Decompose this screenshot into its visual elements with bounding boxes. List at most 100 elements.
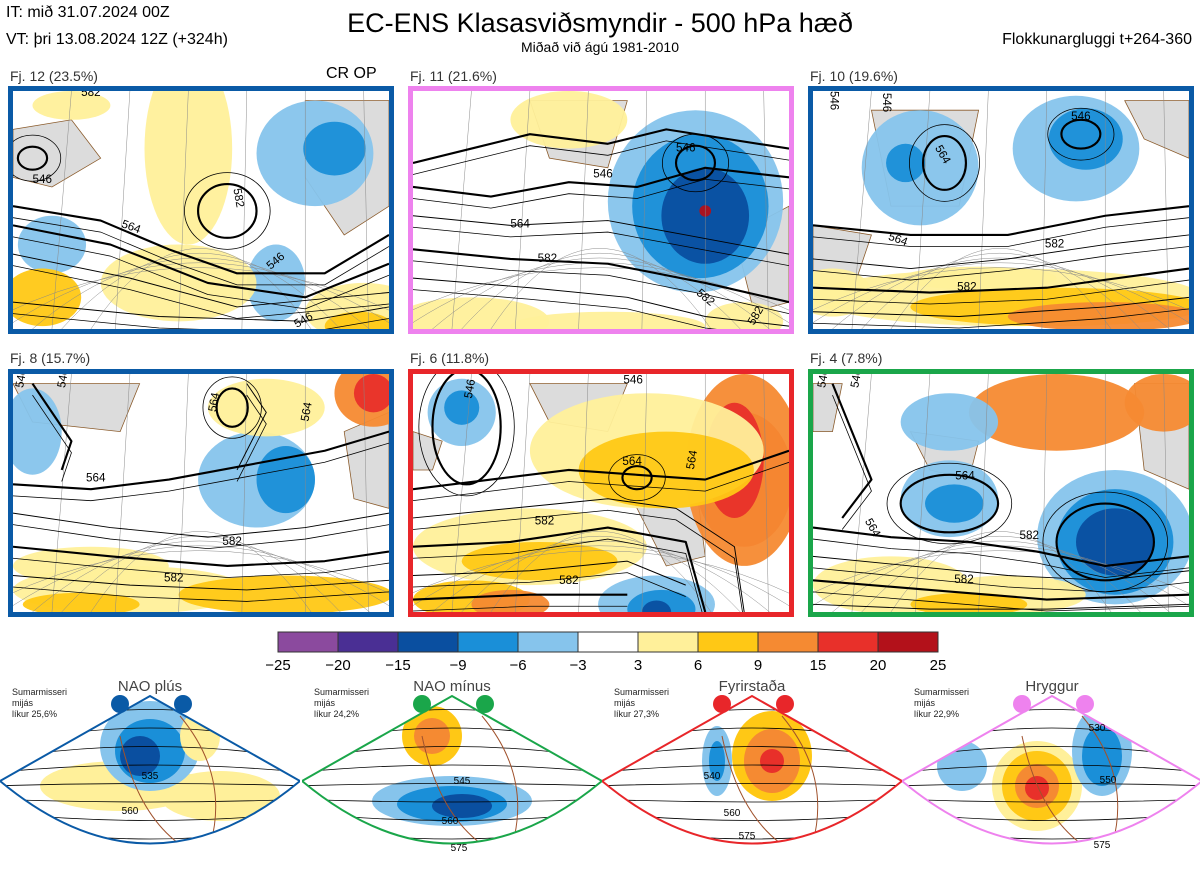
graticule bbox=[13, 267, 389, 311]
colorbar-tick: 25 bbox=[930, 657, 947, 674]
colorbar-tick: 6 bbox=[694, 657, 702, 674]
height-contour bbox=[236, 394, 267, 482]
height-contour bbox=[813, 526, 1189, 567]
height-contour bbox=[413, 526, 707, 612]
closed-contour bbox=[608, 454, 666, 502]
height-contour bbox=[602, 798, 902, 803]
contour-label: 564 bbox=[206, 391, 222, 413]
graticule bbox=[861, 252, 1141, 329]
closed-contour bbox=[621, 465, 653, 491]
colorbar-segment bbox=[337, 631, 399, 653]
anomaly-area bbox=[1007, 302, 1189, 329]
contour-label: 582 bbox=[164, 571, 183, 584]
anomaly-area bbox=[641, 600, 672, 612]
height-contour bbox=[13, 313, 389, 329]
height-contour bbox=[813, 205, 1189, 237]
colorbar-segment bbox=[457, 631, 519, 653]
regime-map: 530 550 575 bbox=[902, 694, 1200, 851]
graticule bbox=[115, 91, 131, 329]
height-contour bbox=[813, 579, 1189, 601]
coastline bbox=[1081, 715, 1119, 844]
contour-label: 535 bbox=[142, 771, 159, 782]
colorbar-tick: 9 bbox=[754, 657, 762, 674]
closed-contour bbox=[922, 135, 968, 191]
graticule bbox=[1163, 374, 1169, 612]
regime-info-line: mijás bbox=[914, 698, 936, 708]
coastline bbox=[421, 735, 573, 844]
contour-label: 546 bbox=[880, 93, 893, 112]
cluster-label: Fj. 11 (21.6%) bbox=[410, 68, 497, 84]
closed-contour bbox=[16, 145, 49, 171]
regime-info-line: Sumarmisseri bbox=[314, 687, 370, 697]
colorbar-segment bbox=[517, 631, 579, 653]
height-contour bbox=[13, 442, 389, 502]
regime-panel-4: 530 550 575 Hryggur Sumarmisseri mijás líkur 2… bbox=[902, 676, 1200, 871]
contour-label: 575 bbox=[451, 843, 468, 854]
anomaly-area bbox=[1076, 508, 1154, 576]
valid-time: VT: þri 13.08.2024 12Z (+324h) bbox=[6, 31, 228, 48]
cluster-label: Fj. 4 (7.8%) bbox=[810, 350, 883, 366]
height-contour bbox=[902, 764, 1200, 774]
graticule bbox=[1041, 374, 1048, 612]
contour-label: 546 bbox=[623, 374, 642, 387]
height-contour bbox=[813, 603, 1189, 610]
regime-dot bbox=[111, 695, 129, 713]
graticule bbox=[978, 91, 989, 329]
cluster-panel-5: 546 546 564 564 582 582 bbox=[408, 369, 794, 617]
colorbar-tick: 15 bbox=[810, 657, 827, 674]
height-contour bbox=[31, 383, 73, 471]
contour-label: 582 bbox=[535, 515, 554, 528]
height-contour bbox=[813, 296, 1189, 318]
height-contour bbox=[413, 538, 703, 612]
height-contour bbox=[413, 128, 789, 164]
height-contour bbox=[813, 591, 1189, 612]
closed-contour bbox=[197, 183, 258, 239]
colorbar-segment bbox=[577, 631, 639, 653]
contour-label: 546 bbox=[32, 173, 51, 186]
colorbar-tick: −6 bbox=[509, 657, 526, 674]
graticule bbox=[578, 374, 589, 612]
contour-label: 560 bbox=[122, 806, 139, 817]
contour-label: 582 bbox=[222, 535, 241, 548]
cluster-panel-1: 546 564 582 546 546 582 bbox=[8, 86, 394, 334]
height-contour bbox=[832, 394, 872, 530]
contour-label: 582 bbox=[538, 252, 557, 265]
height-contour bbox=[13, 430, 389, 491]
height-contour bbox=[602, 783, 902, 787]
closed-contour bbox=[202, 376, 262, 439]
colorbar-segment bbox=[637, 631, 699, 653]
graticule bbox=[763, 91, 769, 329]
anomaly-area bbox=[578, 431, 754, 509]
regime-frame bbox=[302, 694, 602, 845]
anomaly-area bbox=[461, 541, 618, 581]
anomaly-area bbox=[324, 311, 389, 329]
colorbar-tick: −9 bbox=[449, 657, 466, 674]
anomaly-area bbox=[207, 378, 325, 437]
height-contour bbox=[13, 512, 389, 538]
height-contour bbox=[413, 260, 789, 315]
colorbar-segment bbox=[697, 631, 759, 653]
contour-label: 564 bbox=[955, 470, 975, 483]
contour-label: 582 bbox=[559, 574, 578, 587]
graticule bbox=[763, 374, 769, 612]
closed-contour bbox=[13, 134, 62, 182]
height-contour bbox=[13, 217, 389, 286]
closed-contour bbox=[215, 387, 249, 428]
regime-dot bbox=[413, 695, 431, 713]
graticule bbox=[13, 262, 389, 324]
anomaly-area bbox=[1124, 374, 1189, 432]
regime-info-line: mijás bbox=[614, 698, 636, 708]
coastline bbox=[781, 715, 819, 844]
cluster-panel-2: 546 546 564 582 582 582 bbox=[408, 86, 794, 334]
contour-label: 550 bbox=[1100, 775, 1117, 786]
regime-dot bbox=[713, 695, 731, 713]
height-contour bbox=[13, 545, 389, 567]
graticule bbox=[641, 374, 648, 612]
anomaly-area bbox=[900, 266, 1057, 290]
anomaly-area bbox=[13, 268, 82, 327]
regime-panel-1: 535 560 NAO plús Sumarmisseri mijás líkur 25,… bbox=[0, 676, 300, 871]
contour-label: 582 bbox=[1020, 529, 1039, 542]
height-contour bbox=[413, 289, 717, 329]
